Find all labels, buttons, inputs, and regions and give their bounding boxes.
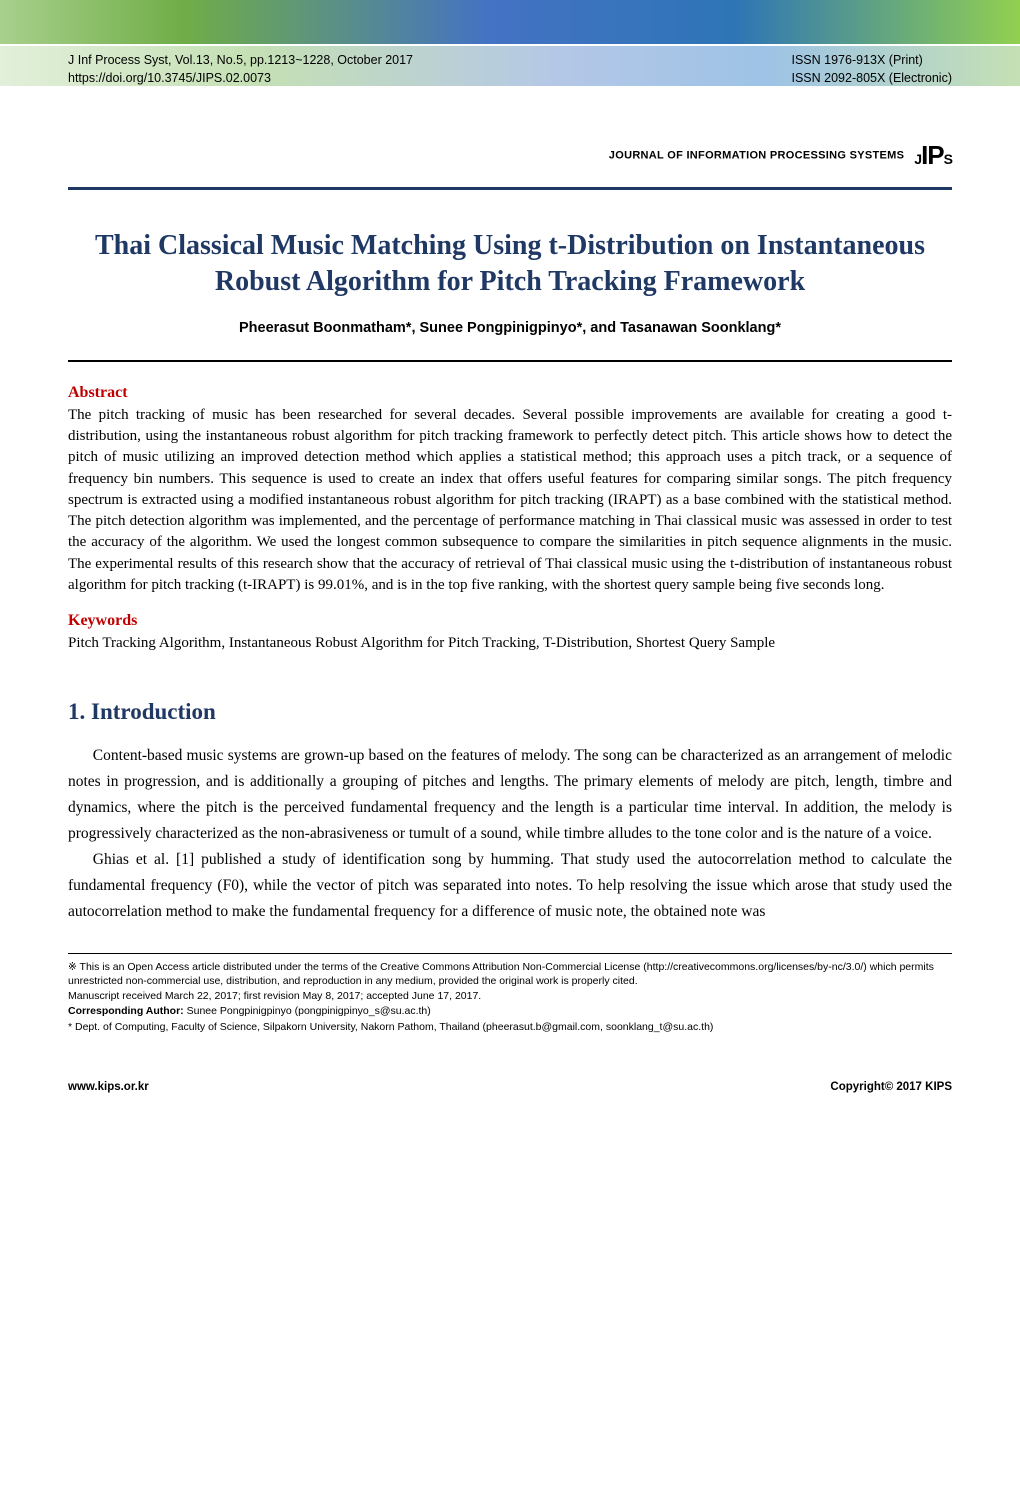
title-separator	[68, 360, 952, 362]
page-footer: www.kips.or.kr Copyright© 2017 KIPS	[0, 1063, 1020, 1119]
journal-name-text: JOURNAL OF INFORMATION PROCESSING SYSTEM…	[609, 150, 904, 162]
citation-text: J Inf Process Syst, Vol.13, No.5, pp.121…	[68, 52, 413, 70]
intro-paragraph-1: Content-based music systems are grown-up…	[68, 743, 952, 847]
abstract-label: Abstract	[68, 384, 952, 402]
corresponding-author-footnote: Corresponding Author: Sunee Pongpinigpin…	[68, 1004, 952, 1018]
issn-print: ISSN 1976-913X (Print)	[792, 52, 953, 70]
intro-paragraph-2: Ghias et al. [1] published a study of id…	[68, 847, 952, 925]
corresponding-text: Sunee Pongpinigpinyo (pongpinigpinyo_s@s…	[184, 1005, 431, 1017]
doi-text: https://doi.org/10.3745/JIPS.02.0073	[68, 70, 413, 88]
corresponding-label: Corresponding Author:	[68, 1005, 184, 1017]
header-gradient-bar	[0, 0, 1020, 46]
abstract-text: The pitch tracking of music has been res…	[68, 405, 952, 597]
authors-line: Pheerasut Boonmatham*, Sunee Pongpinigpi…	[68, 320, 952, 336]
keywords-text: Pitch Tracking Algorithm, Instantaneous …	[68, 633, 952, 654]
keywords-label: Keywords	[68, 612, 952, 630]
main-content: Thai Classical Music Matching Using t-Di…	[0, 190, 1020, 1063]
introduction-heading: 1. Introduction	[68, 699, 952, 725]
footnotes-block: ※ This is an Open Access article distrib…	[68, 960, 952, 1034]
affiliation-footnote: * Dept. of Computing, Faculty of Science…	[68, 1020, 952, 1034]
footnote-separator	[68, 953, 952, 954]
jips-logo-icon: JIPS	[914, 140, 952, 171]
paper-title: Thai Classical Music Matching Using t-Di…	[68, 228, 952, 300]
header-meta-row: J Inf Process Syst, Vol.13, No.5, pp.121…	[0, 46, 1020, 86]
footer-right: Copyright© 2017 KIPS	[830, 1081, 952, 1093]
footer-left: www.kips.or.kr	[68, 1081, 149, 1093]
issn-electronic: ISSN 2092-805X (Electronic)	[792, 70, 953, 88]
manuscript-footnote: Manuscript received March 22, 2017; firs…	[68, 989, 952, 1003]
license-footnote: ※ This is an Open Access article distrib…	[68, 960, 952, 988]
journal-logo-row: JOURNAL OF INFORMATION PROCESSING SYSTEM…	[0, 86, 1020, 181]
